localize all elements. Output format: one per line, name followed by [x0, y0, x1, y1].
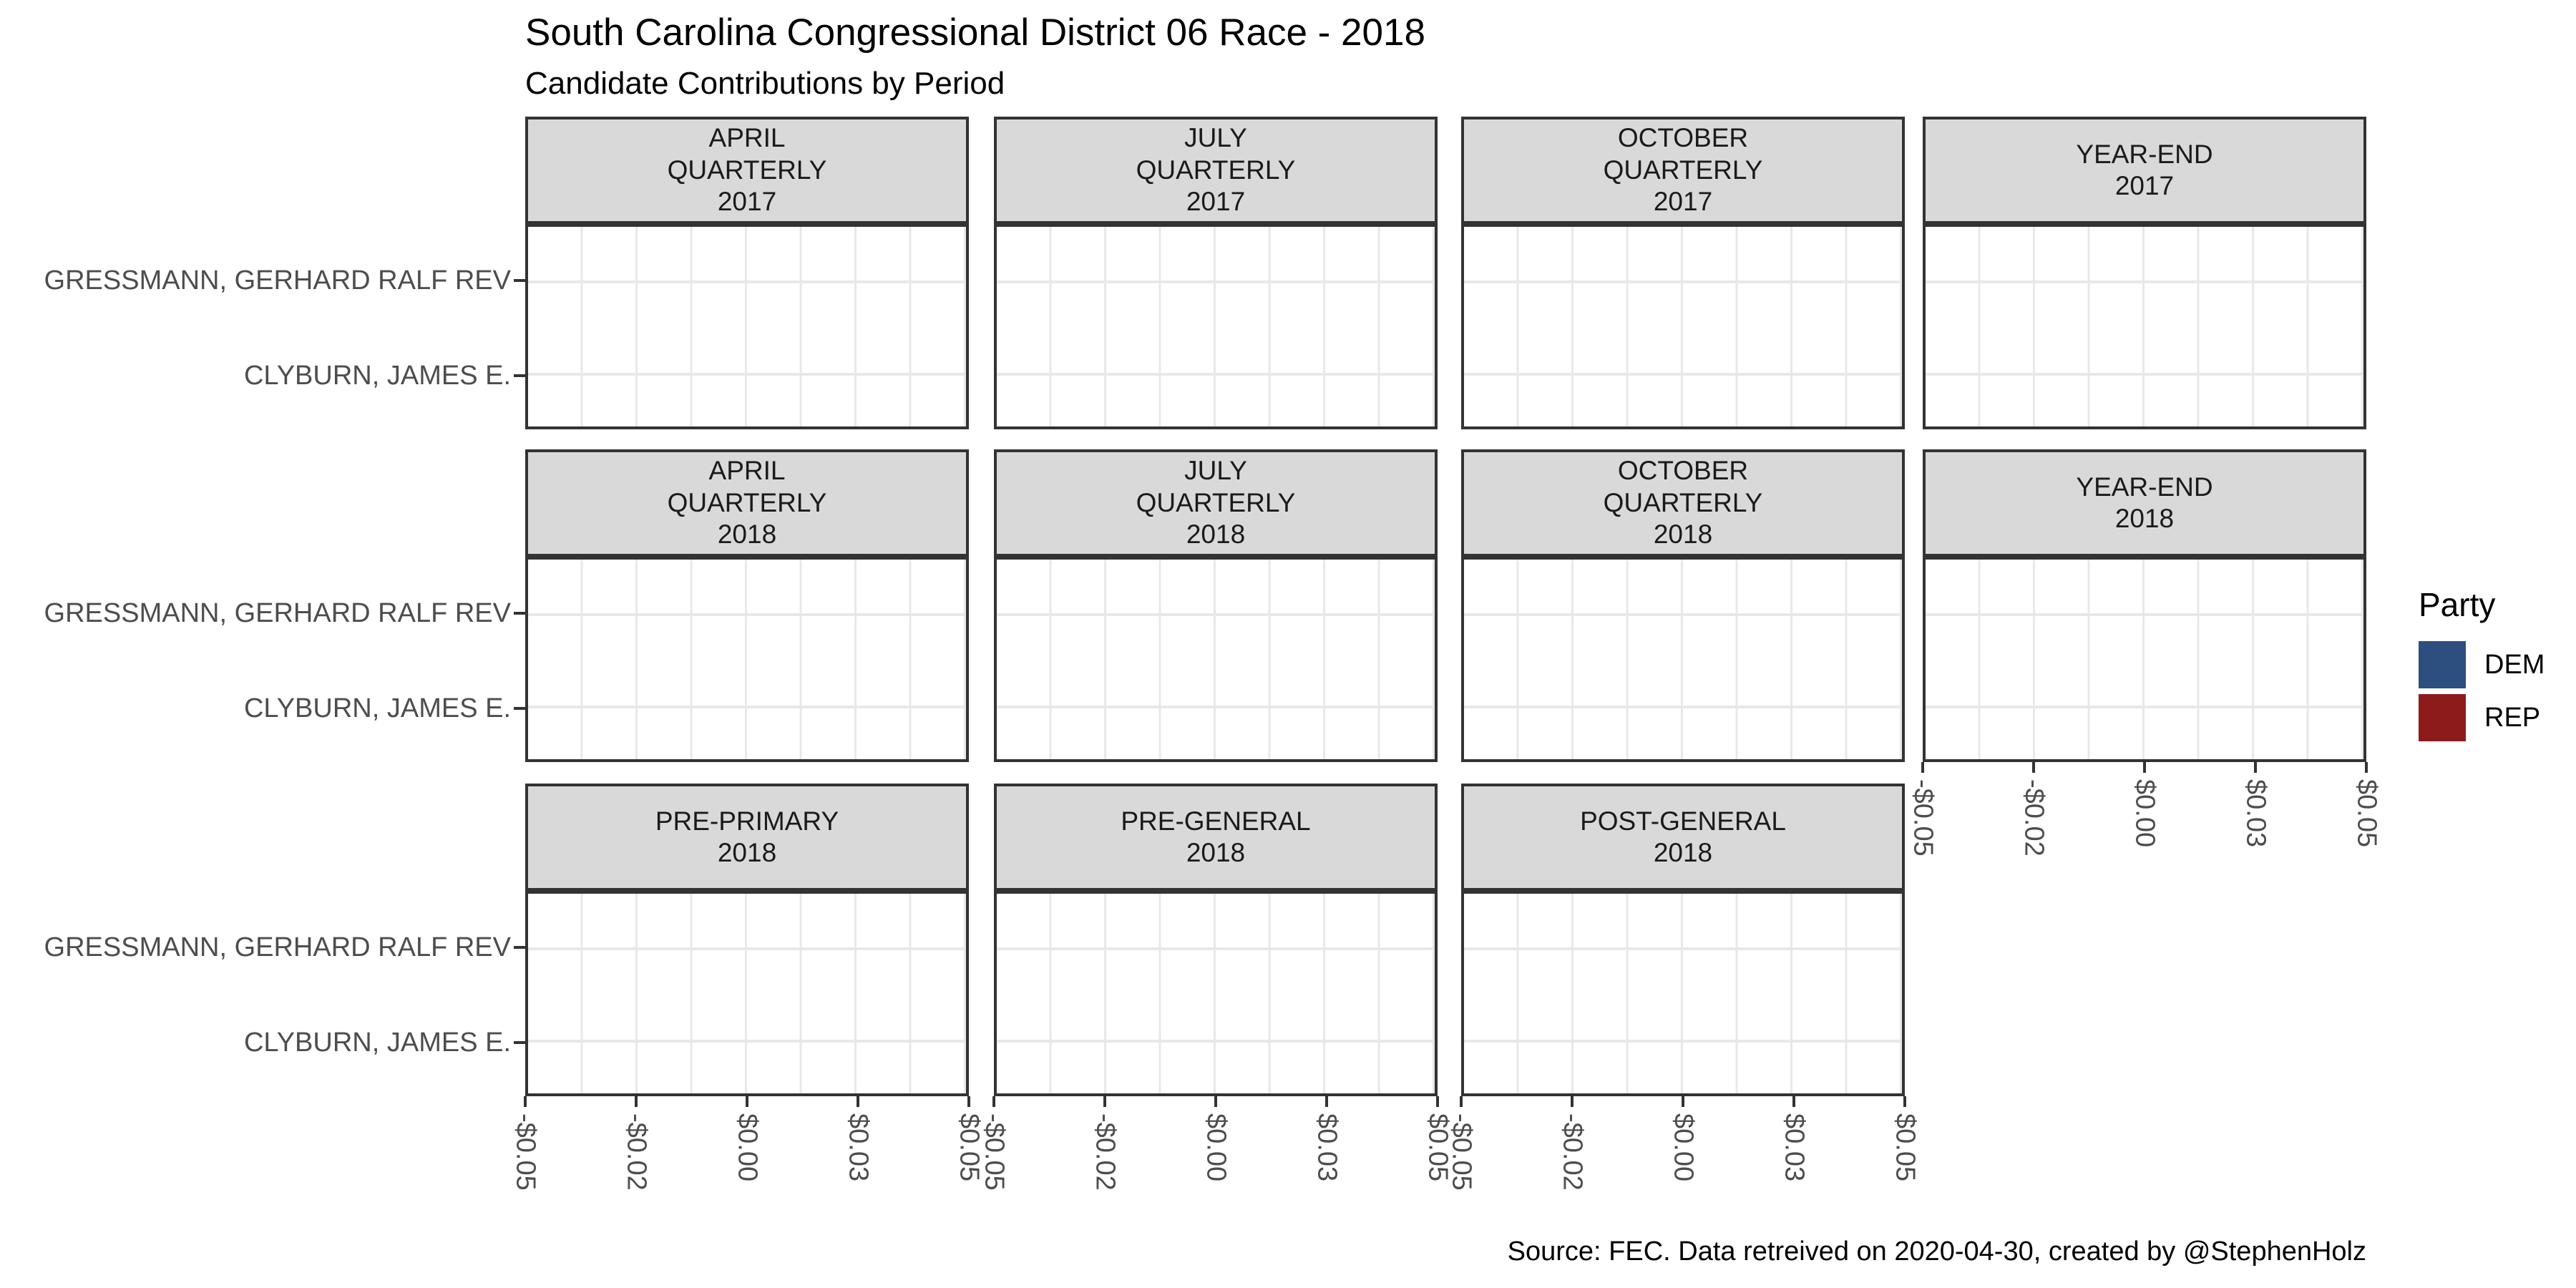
y-axis-tick [514, 946, 525, 949]
x-axis-tick [2365, 762, 2368, 773]
x-axis-tick [1103, 1096, 1106, 1107]
facet-panel [1461, 891, 1905, 1096]
facet-strip-post-general-2018: POST-GENERAL 2018 [1461, 784, 1905, 891]
x-axis-tick [1214, 1096, 1217, 1107]
facet-strip-pre-primary-2018: PRE-PRIMARY 2018 [525, 784, 969, 891]
x-axis-tick [1921, 762, 1924, 773]
chart-title: South Carolina Congressional District 06… [525, 11, 1425, 54]
facet-panel [1461, 557, 1905, 762]
facet-strip-pre-general-2018: PRE-GENERAL 2018 [994, 784, 1438, 891]
x-axis-tick [2032, 762, 2035, 773]
x-axis-label: $0.05 [1423, 1113, 1453, 1182]
facet-strip-october-quarterly-2017: OCTOBER QUARTERLY 2017 [1461, 117, 1905, 224]
facet-panel [525, 224, 969, 429]
x-axis-label: -$0.05 [979, 1113, 1010, 1191]
x-axis: -$0.05 -$0.02 $0.00 $0.03 $0.05 [1447, 1096, 1921, 1246]
x-axis: -$0.05 -$0.02 $0.00 $0.03 $0.05 [1908, 762, 2382, 912]
x-axis-tick [1682, 1096, 1684, 1107]
x-axis-label: $0.03 [1779, 1113, 1810, 1182]
y-axis-label: GRESSMANN, GERHARD RALF REV [44, 265, 511, 296]
facet-panel [994, 224, 1438, 429]
y-axis-tick [514, 1041, 525, 1044]
x-axis-label: -$0.02 [2019, 779, 2049, 857]
facet-panel [525, 891, 969, 1096]
facet-strip-july-quarterly-2017: JULY QUARTERLY 2017 [994, 117, 1438, 224]
x-axis-label: -$0.05 [1446, 1113, 1477, 1191]
x-axis-tick [635, 1096, 638, 1107]
facet-panel [994, 891, 1438, 1096]
y-axis-label: CLYBURN, JAMES E. [243, 361, 511, 391]
facet-strip-april-quarterly-2018: APRIL QUARTERLY 2018 [525, 449, 969, 557]
x-axis-tick [2254, 762, 2257, 773]
x-axis-label: $0.00 [1201, 1113, 1231, 1182]
y-axis-label: CLYBURN, JAMES E. [243, 693, 511, 723]
x-axis: -$0.05 -$0.02 $0.00 $0.03 $0.05 [511, 1096, 985, 1246]
facet-panel [994, 557, 1438, 762]
x-axis-tick [524, 1096, 527, 1107]
facet-strip-year-end-2018: YEAR-END 2018 [1923, 449, 2366, 557]
x-axis-label: $0.00 [732, 1113, 763, 1182]
x-axis-tick [1571, 1096, 1574, 1107]
x-axis-label: $0.03 [2240, 779, 2271, 848]
y-axis-label: GRESSMANN, GERHARD RALF REV [44, 598, 511, 628]
rep-color-swatch [2419, 694, 2466, 741]
x-axis-label: $0.05 [1890, 1113, 1921, 1182]
x-axis-tick [992, 1096, 995, 1107]
x-axis-tick [2143, 762, 2146, 773]
x-axis-label: -$0.02 [1557, 1113, 1588, 1191]
x-axis-label: -$0.05 [1908, 779, 1938, 857]
x-axis-label: $0.05 [2351, 779, 2382, 848]
y-axis-label: CLYBURN, JAMES E. [243, 1028, 511, 1058]
chart-subtitle: Candidate Contributions by Period [525, 66, 1005, 101]
legend-key-dem: DEM [2419, 641, 2545, 688]
y-axis-tick [514, 279, 525, 282]
facet-panel [1923, 557, 2366, 762]
legend: Party DEM REP [2419, 585, 2545, 747]
x-axis-tick [1903, 1096, 1906, 1107]
x-axis-tick [1792, 1096, 1795, 1107]
x-axis-tick [857, 1096, 859, 1107]
x-axis: -$0.05 -$0.02 $0.00 $0.03 $0.05 [980, 1096, 1453, 1246]
x-axis-label: $0.00 [1668, 1113, 1699, 1182]
source-caption: Source: FEC. Data retreived on 2020-04-3… [1507, 1236, 2366, 1267]
y-axis-tick [514, 374, 525, 377]
x-axis-label: $0.05 [954, 1113, 985, 1182]
y-axis-label: GRESSMANN, GERHARD RALF REV [44, 932, 511, 962]
facet-panel [1923, 224, 2366, 429]
facet-strip-july-quarterly-2018: JULY QUARTERLY 2018 [994, 449, 1438, 557]
x-axis-tick [1325, 1096, 1328, 1107]
x-axis-label: $0.03 [1312, 1113, 1342, 1182]
facet-strip-april-quarterly-2017: APRIL QUARTERLY 2017 [525, 117, 969, 224]
x-axis-tick [1436, 1096, 1439, 1107]
x-axis-label: -$0.02 [1090, 1113, 1121, 1191]
facet-panel [525, 557, 969, 762]
legend-key-label: REP [2484, 702, 2541, 733]
legend-key-label: DEM [2484, 649, 2545, 680]
facet-strip-year-end-2017: YEAR-END 2017 [1923, 117, 2366, 224]
x-axis-tick [746, 1096, 748, 1107]
legend-key-rep: REP [2419, 694, 2545, 741]
dem-color-swatch [2419, 641, 2466, 688]
y-axis-tick [514, 612, 525, 615]
x-axis-label: -$0.05 [510, 1113, 541, 1191]
facet-panel [1461, 224, 1905, 429]
x-axis-tick [967, 1096, 970, 1107]
x-axis-label: $0.03 [843, 1113, 874, 1182]
x-axis-label: $0.00 [2129, 779, 2160, 848]
x-axis-label: -$0.02 [621, 1113, 652, 1191]
y-axis-tick [514, 707, 525, 710]
x-axis-tick [1460, 1096, 1463, 1107]
facet-strip-october-quarterly-2018: OCTOBER QUARTERLY 2018 [1461, 449, 1905, 557]
legend-title: Party [2419, 586, 2496, 623]
